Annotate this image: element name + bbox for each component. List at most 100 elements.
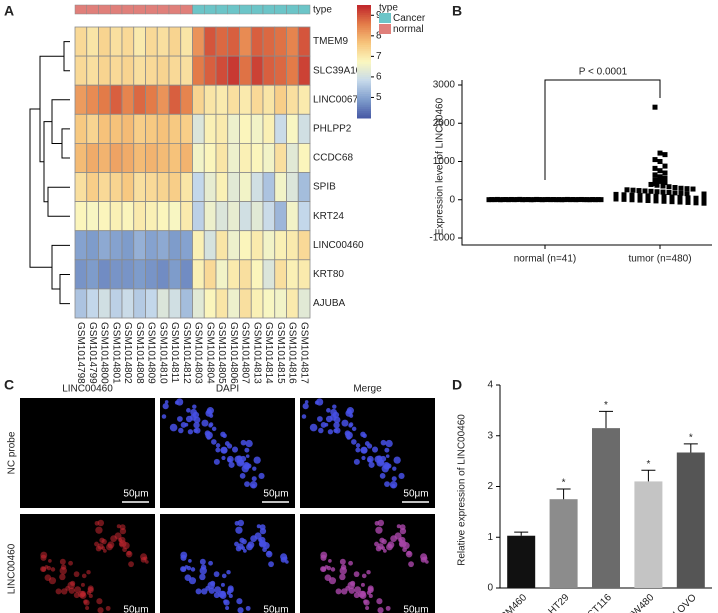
cell (239, 473, 246, 479)
heatmap-cell (239, 230, 252, 261)
data-point (657, 159, 663, 164)
heatmap-cell (286, 230, 299, 261)
colorbar-step (357, 108, 371, 111)
heatmap-cell (203, 26, 217, 57)
cell (211, 426, 217, 432)
heatmap-cell (180, 113, 193, 144)
cell (105, 605, 111, 611)
cell (145, 560, 149, 564)
cell (328, 577, 337, 585)
panel-label: D (452, 377, 462, 393)
heatmap-cell (98, 172, 111, 203)
image-background (300, 398, 435, 508)
micrograph: 50μm (20, 514, 155, 613)
cell (228, 593, 233, 598)
cell (180, 422, 187, 428)
cell (240, 455, 247, 462)
annotation-cell (286, 4, 299, 15)
colorbar-step (357, 61, 371, 64)
cell (221, 455, 226, 461)
cell (361, 573, 367, 579)
data-point (652, 177, 658, 183)
cell (86, 569, 91, 575)
heatmap-cell (86, 288, 99, 319)
colorbar-step (357, 8, 371, 12)
data-point (562, 197, 568, 203)
y-tick-label: 1000 (433, 156, 456, 167)
data-point (669, 199, 675, 205)
cell (259, 542, 264, 547)
annotation-cell (274, 4, 287, 15)
annotation-cell (86, 4, 99, 15)
heatmap-cell (215, 84, 229, 115)
heatmap-cell (286, 172, 299, 203)
cell (48, 577, 57, 585)
data-point (539, 197, 545, 203)
cell (201, 588, 208, 595)
heatmap-cell (145, 201, 158, 232)
data-point (685, 199, 691, 205)
panel-label: A (4, 3, 14, 19)
cell (328, 559, 332, 563)
scale-bar-label: 50μm (123, 605, 148, 613)
cell (126, 550, 132, 556)
heatmap-cell (133, 172, 146, 203)
heatmap-cell (86, 26, 99, 57)
annotation-cell (74, 4, 87, 15)
colorbar-step (357, 63, 371, 66)
heatmap-cell (74, 142, 88, 173)
colorbar-step (357, 23, 371, 27)
significance-bracket (544, 79, 661, 180)
heatmap-cell (156, 259, 170, 290)
data-point (677, 199, 683, 205)
data-point (508, 196, 514, 202)
cell (340, 564, 347, 570)
data-point (542, 197, 548, 203)
heatmap-cell (262, 55, 276, 86)
heatmap-cell (109, 172, 123, 203)
cell (348, 422, 354, 427)
annotation-cell (192, 4, 205, 15)
cell (80, 590, 86, 597)
colorbar-step (357, 65, 371, 68)
heatmap-cell (168, 288, 182, 319)
y-tick-label: -1000 (429, 233, 455, 244)
legend-swatch (379, 13, 391, 23)
colorbar-tick-label: 5 (376, 92, 382, 103)
heatmap-cell (156, 55, 170, 86)
colorbar-step (357, 18, 371, 21)
heatmap-cell (121, 230, 135, 261)
colorbar-step (357, 93, 371, 96)
data-point (645, 198, 651, 204)
column-label: GSM1014816 (287, 322, 298, 384)
annotation-cell (180, 4, 193, 15)
data-point (661, 198, 667, 204)
heatmap-cell (297, 113, 311, 144)
cell (213, 571, 220, 578)
data-point (701, 200, 707, 206)
cell (244, 447, 250, 453)
heatmap-cell (145, 55, 158, 86)
heatmap-cell (180, 84, 193, 115)
data-point (553, 197, 559, 203)
heatmap-cell (74, 55, 88, 86)
cell (258, 472, 265, 480)
heatmap-cell (121, 26, 135, 57)
data-point (570, 197, 576, 203)
heatmap-cell (239, 288, 252, 319)
cell (60, 564, 67, 570)
heatmap-cell (156, 288, 170, 319)
data-point (497, 197, 503, 203)
cell (317, 416, 323, 422)
colorbar-step (357, 97, 371, 100)
heatmap-cell (262, 142, 276, 173)
cell (285, 560, 289, 564)
cell (391, 476, 397, 482)
heatmap-cell (98, 55, 111, 86)
cell (40, 551, 48, 559)
colorbar-step (357, 84, 371, 87)
column-label: GSM1014805 (216, 322, 227, 384)
heatmap-cell (180, 201, 193, 232)
heatmap-cell (98, 201, 111, 232)
legend-label: normal (393, 24, 424, 35)
